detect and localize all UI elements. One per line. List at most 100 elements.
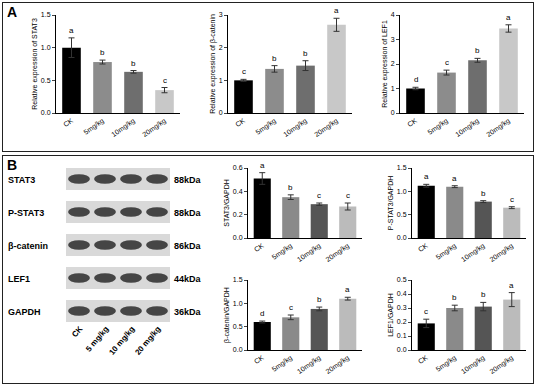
svg-text:0.1: 0.1 [397,332,407,339]
svg-text:CK: CK [234,117,246,129]
svg-text:0.5: 0.5 [397,276,407,283]
svg-text:a: a [424,172,429,181]
svg-text:5mg/kg: 5mg/kg [254,117,277,137]
svg-text:b: b [100,48,105,57]
svg-text:5mg/kg: 5mg/kg [435,354,458,374]
svg-text:c: c [289,303,293,312]
svg-text:5mg/kg: 5mg/kg [426,117,449,137]
svg-text:0: 0 [391,109,395,116]
svg-text:1.0: 1.0 [397,188,407,195]
svg-text:CK: CK [406,117,418,129]
svg-text:β-catenin: β-catenin [8,241,48,251]
svg-text:0.4: 0.4 [397,290,407,297]
svg-text:1.5: 1.5 [41,11,51,18]
svg-text:0.2: 0.2 [397,318,407,325]
svg-text:0.0: 0.0 [233,234,243,241]
svg-text:b: b [288,183,293,192]
svg-text:0: 0 [219,109,223,116]
svg-text:c: c [346,191,350,200]
svg-text:20mg/kg: 20mg/kg [324,354,351,376]
svg-text:20mg/kg: 20mg/kg [488,242,515,264]
svg-text:0.0: 0.0 [233,346,243,353]
svg-text:CK: CK [417,354,429,366]
svg-text:3: 3 [219,11,223,18]
svg-text:a: a [260,161,265,170]
svg-text:a: a [506,13,511,22]
svg-text:5mg/kg: 5mg/kg [435,242,458,262]
svg-text:CK: CK [70,324,84,339]
svg-text:10mg/kg: 10mg/kg [460,242,487,264]
svg-text:CK: CK [253,242,265,254]
svg-text:4: 4 [391,11,395,18]
svg-text:44kDa: 44kDa [174,274,202,284]
svg-text:5mg/kg: 5mg/kg [271,242,294,262]
svg-text:c: c [510,195,514,204]
svg-text:b: b [317,295,322,304]
svg-text:Relative expression of LEF1: Relative expression of LEF1 [381,20,389,108]
svg-text:b: b [272,54,277,63]
svg-text:b: b [303,49,308,58]
svg-text:36kDa: 36kDa [174,307,202,317]
svg-text:1.5: 1.5 [397,164,407,171]
svg-text:CK: CK [62,117,74,129]
svg-text:β-catenin/GAPDH: β-catenin/GAPDH [223,287,231,343]
svg-text:c: c [163,76,167,85]
svg-text:0.3: 0.3 [397,304,407,311]
svg-text:0.2: 0.2 [233,211,243,218]
svg-text:b: b [475,46,480,55]
svg-text:d: d [260,309,264,318]
svg-text:P-STAT3/GAPDH: P-STAT3/GAPDH [387,176,394,231]
svg-text:STAT3/GAPDH: STAT3/GAPDH [223,179,230,227]
svg-text:2: 2 [391,60,395,67]
svg-text:STAT3: STAT3 [8,175,35,185]
svg-text:10mg/kg: 10mg/kg [454,117,481,139]
svg-text:0.4: 0.4 [233,188,243,195]
svg-text:a: a [345,285,350,294]
svg-text:0.0: 0.0 [41,109,51,116]
svg-text:5mg/kg: 5mg/kg [271,354,294,374]
svg-text:1.0: 1.0 [233,300,243,307]
svg-text:a: a [509,281,514,290]
svg-text:a: a [69,26,74,35]
svg-text:20mg/kg: 20mg/kg [313,117,340,139]
svg-text:GAPDH: GAPDH [8,307,41,317]
svg-text:20 mg/kg: 20 mg/kg [133,324,162,356]
svg-text:b: b [481,290,486,299]
svg-text:5 mg/kg: 5 mg/kg [84,324,110,353]
svg-text:LEF1/GAPDH: LEF1/GAPDH [387,293,394,337]
svg-text:5mg/kg: 5mg/kg [82,117,105,137]
svg-text:1: 1 [219,77,223,84]
svg-text:1.5: 1.5 [233,276,243,283]
svg-text:10 mg/kg: 10 mg/kg [107,324,136,356]
svg-text:Relative expression of STAT3: Relative expression of STAT3 [31,18,39,110]
svg-text:10mg/kg: 10mg/kg [296,242,323,264]
svg-text:10mg/kg: 10mg/kg [110,117,137,139]
svg-text:1: 1 [391,85,395,92]
svg-text:c: c [424,307,428,316]
svg-text:2: 2 [219,44,223,51]
svg-text:a: a [334,6,339,15]
svg-text:0.5: 0.5 [41,77,51,84]
svg-text:1.0: 1.0 [41,44,51,51]
svg-text:d: d [414,75,418,84]
svg-text:0.5: 0.5 [233,323,243,330]
svg-text:10mg/kg: 10mg/kg [460,354,487,376]
svg-text:10mg/kg: 10mg/kg [282,117,309,139]
svg-text:20mg/kg: 20mg/kg [141,117,168,139]
svg-text:20mg/kg: 20mg/kg [324,242,351,264]
svg-text:b: b [481,189,486,198]
svg-text:c: c [445,58,449,67]
svg-text:P-STAT3: P-STAT3 [8,208,44,218]
svg-text:CK: CK [253,354,265,366]
svg-text:10mg/kg: 10mg/kg [296,354,323,376]
svg-text:c: c [317,191,321,200]
svg-text:0.0: 0.0 [397,234,407,241]
svg-text:CK: CK [417,242,429,254]
svg-text:LEF1: LEF1 [8,274,30,284]
svg-text:20mg/kg: 20mg/kg [488,354,515,376]
svg-text:88kDa: 88kDa [174,208,202,218]
svg-text:Relative expression of β-caten: Relative expression of β-catenin [209,14,217,114]
svg-text:a: a [452,174,457,183]
svg-text:3: 3 [391,36,395,43]
svg-text:b: b [452,293,457,302]
